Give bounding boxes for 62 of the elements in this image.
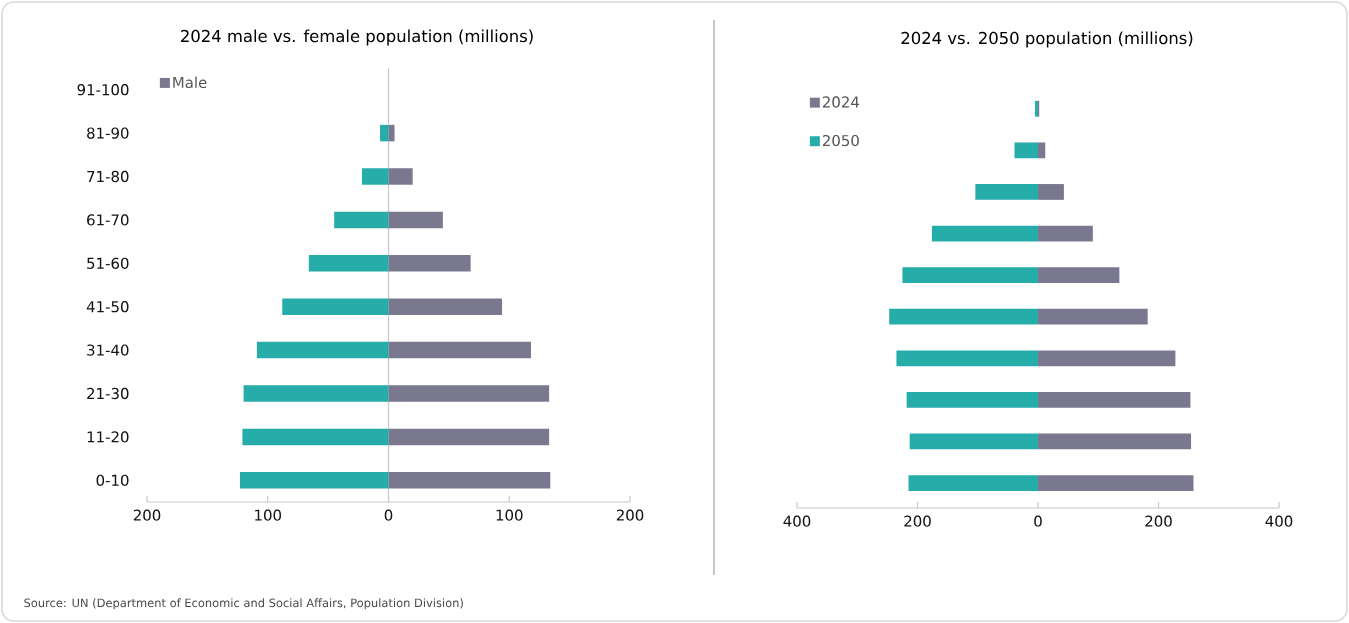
bar <box>1014 142 1039 159</box>
bar <box>388 341 531 359</box>
x-tick-label: 400 <box>783 515 811 527</box>
x-tick-label: 400 <box>1265 515 1293 527</box>
bar <box>902 267 1039 284</box>
y-tick-label: 81-90 <box>87 127 129 139</box>
bar <box>1038 391 1191 408</box>
bar <box>906 391 1039 408</box>
bar <box>388 211 443 229</box>
bar <box>909 433 1039 450</box>
bar <box>388 472 551 489</box>
bar <box>243 385 389 402</box>
bar <box>1038 475 1194 491</box>
x-tick-label: 100 <box>255 509 282 521</box>
bar <box>1038 350 1176 367</box>
bar <box>1038 142 1046 159</box>
x-tick-label: 100 <box>496 509 523 521</box>
bar <box>889 308 1039 325</box>
bar <box>256 341 389 359</box>
bar <box>282 298 389 315</box>
legend-label: 2024 <box>822 96 860 108</box>
bar <box>242 428 389 446</box>
bar <box>1038 267 1120 284</box>
x-tick-label: 200 <box>904 515 931 527</box>
bar <box>388 428 550 446</box>
legend-label: Male <box>173 76 207 89</box>
bar <box>388 124 395 142</box>
y-tick-label: 0-10 <box>96 474 129 486</box>
bar <box>334 211 389 229</box>
x-tick-label: 0 <box>1034 515 1042 527</box>
y-tick-label: 51-60 <box>87 257 129 269</box>
bar <box>908 475 1039 491</box>
x-tick-label: 200 <box>616 509 644 521</box>
chart-title: 2024 male vs. female population (millions) <box>181 29 533 46</box>
bar <box>1038 184 1064 200</box>
source-note: Source: UN (Department of Economic and Social Affairs, Population Division) <box>24 598 463 610</box>
bar <box>308 255 389 272</box>
bar <box>896 350 1039 367</box>
bar <box>388 385 550 402</box>
legend-label: 2050 <box>822 134 859 147</box>
bar <box>975 184 1039 200</box>
y-tick-label: 11-20 <box>87 431 129 443</box>
bar <box>388 298 503 315</box>
y-tick-label: 31-40 <box>87 344 129 356</box>
y-tick-label: 91-100 <box>77 84 129 96</box>
y-tick-label: 61-70 <box>87 214 129 226</box>
y-tick-label: 71-80 <box>87 170 129 183</box>
bar <box>380 124 389 142</box>
bar <box>931 225 1039 242</box>
bar <box>388 255 471 272</box>
chart-title: 2024 vs. 2050 population (millions) <box>901 31 1193 48</box>
x-tick-label: 0 <box>384 509 393 521</box>
y-tick-label: 21-30 <box>87 387 129 400</box>
y-tick-label: 41-50 <box>86 301 129 313</box>
x-tick-label: 200 <box>133 509 161 521</box>
bar <box>361 168 389 185</box>
bar <box>239 472 389 489</box>
bar <box>1038 433 1192 450</box>
bar <box>1038 308 1148 325</box>
bar <box>388 168 413 185</box>
bar <box>1038 225 1093 242</box>
x-tick-label: 200 <box>1145 515 1172 527</box>
